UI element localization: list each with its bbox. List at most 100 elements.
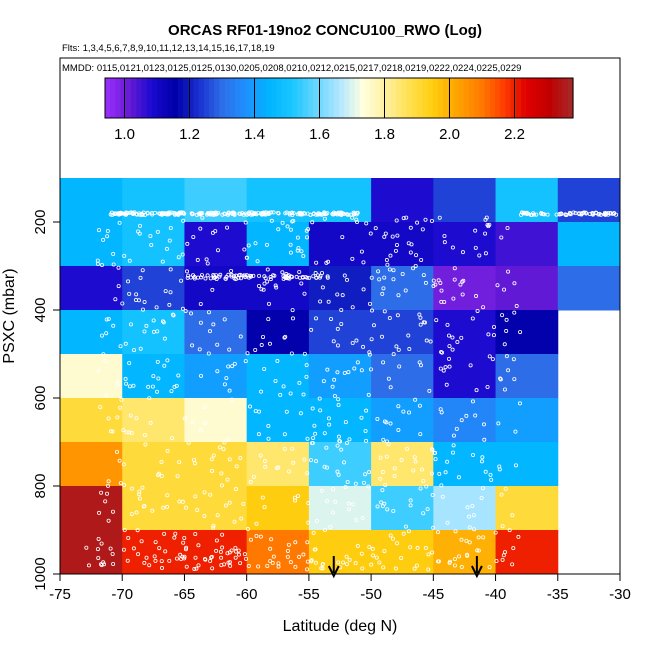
data-point [163, 289, 168, 294]
data-point [244, 255, 249, 260]
data-point [266, 436, 271, 441]
data-point [401, 216, 406, 221]
data-point [121, 428, 126, 433]
data-point [417, 403, 422, 408]
data-point [431, 525, 436, 530]
data-point [118, 481, 123, 486]
data-point [258, 534, 263, 539]
colorbar-segment [136, 78, 142, 118]
data-point [233, 555, 238, 560]
data-point [354, 219, 359, 224]
data-point [110, 551, 115, 556]
data-point [124, 430, 129, 435]
colorbar-segment [240, 78, 246, 118]
data-point [388, 385, 393, 390]
colorbar-segment [458, 78, 465, 118]
data-point [331, 212, 336, 217]
data-point [387, 316, 392, 321]
data-point [442, 299, 447, 304]
data-point [445, 459, 450, 464]
data-point [456, 475, 461, 480]
data-point [270, 561, 275, 566]
data-point [488, 472, 493, 477]
data-point [136, 229, 141, 234]
data-point [382, 234, 387, 239]
data-point [137, 489, 142, 494]
data-point [297, 554, 302, 559]
data-point [483, 231, 488, 236]
data-point [199, 373, 204, 378]
data-point [378, 455, 383, 460]
data-point [226, 272, 231, 277]
colorbar-segment [235, 78, 241, 118]
data-point [482, 437, 487, 442]
data-point [205, 261, 210, 266]
data-point [111, 561, 116, 566]
data-point [285, 548, 290, 553]
data-point [105, 229, 110, 234]
data-point [271, 210, 276, 215]
colorbar-segment [547, 78, 553, 118]
data-point [295, 235, 300, 240]
data-point [223, 276, 228, 281]
data-point [340, 235, 345, 240]
data-point [134, 510, 139, 515]
data-point [481, 422, 486, 427]
data-point [233, 549, 238, 554]
data-point [371, 323, 376, 328]
data-point [385, 262, 390, 267]
data-point [138, 346, 143, 351]
data-point [512, 310, 517, 315]
data-point [415, 220, 420, 225]
data-point [377, 277, 382, 282]
data-point [227, 500, 232, 505]
data-point [134, 416, 139, 421]
data-point [400, 271, 405, 276]
data-point [388, 421, 393, 426]
data-point [305, 567, 310, 572]
data-point [149, 243, 154, 248]
data-point [367, 470, 372, 475]
data-point [311, 274, 316, 279]
data-point [182, 416, 187, 421]
data-point [355, 360, 360, 365]
colorbar-segment [229, 78, 236, 118]
colorbar-segment [281, 78, 288, 118]
colorbar-segment [385, 78, 392, 118]
data-point [464, 413, 469, 418]
data-point [249, 212, 254, 217]
data-point [513, 463, 518, 468]
data-point [413, 263, 418, 268]
colorbar: 1.0 1.2 1.4 1.6 1.8 2.0 2.2 [104, 77, 574, 143]
data-point [232, 361, 237, 366]
data-point [176, 255, 181, 260]
data-point [129, 431, 134, 436]
data-point [465, 505, 470, 510]
data-point [159, 559, 164, 564]
data-point [305, 275, 310, 280]
heatmap-cell [184, 442, 248, 487]
data-point [412, 566, 417, 571]
heatmap-cell [495, 398, 559, 443]
data-point [181, 211, 186, 216]
data-point [151, 374, 156, 379]
data-point [517, 401, 522, 406]
data-point [443, 365, 448, 370]
data-point [217, 445, 222, 450]
data-point [420, 227, 425, 232]
data-point [287, 276, 292, 281]
data-point [181, 540, 186, 545]
data-point [104, 317, 109, 322]
heatmap-cell [371, 486, 434, 531]
heatmap-cell [371, 398, 434, 443]
data-point [363, 472, 368, 477]
data-point [184, 564, 189, 569]
colorbar-segment [365, 78, 371, 118]
data-point [195, 258, 200, 263]
data-point [225, 225, 230, 230]
data-point [528, 212, 533, 217]
data-point [179, 278, 184, 283]
data-point [282, 432, 287, 437]
data-point [220, 212, 225, 217]
heatmap-cell [184, 310, 248, 355]
